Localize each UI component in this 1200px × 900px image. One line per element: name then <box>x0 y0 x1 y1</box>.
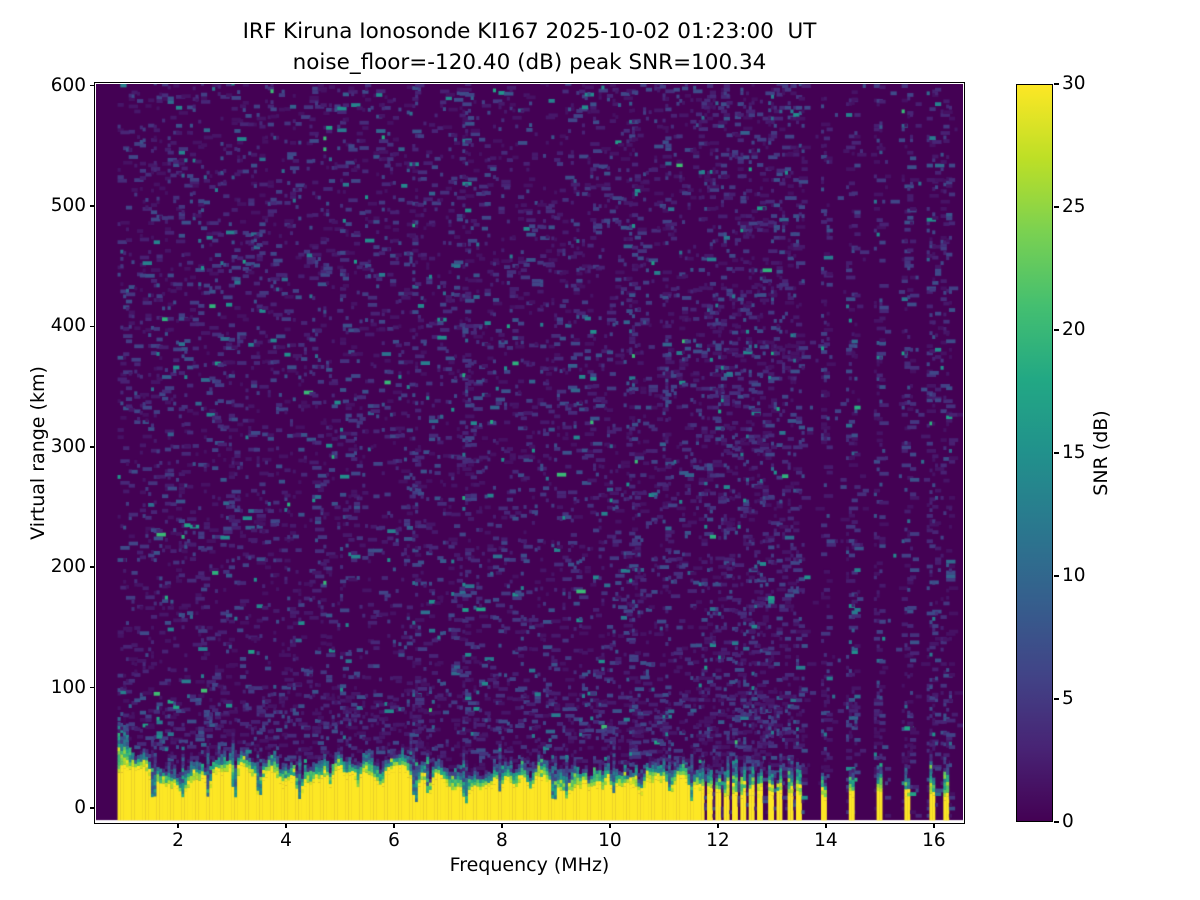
x-tick-mark <box>393 823 395 828</box>
x-tick-label: 2 <box>172 830 184 851</box>
x-tick-label: 16 <box>922 830 946 851</box>
colorbar-tick-mark <box>1054 698 1059 700</box>
colorbar-tick-mark <box>1054 452 1059 454</box>
y-tick-label: 0 <box>74 797 86 819</box>
colorbar-tick-label: 20 <box>1062 319 1086 340</box>
y-tick-mark <box>90 807 95 809</box>
x-tick-mark <box>177 823 179 828</box>
y-tick-label: 400 <box>50 315 86 337</box>
x-tick-label: 12 <box>706 830 730 851</box>
x-axis-label: Frequency (MHz) <box>449 854 610 876</box>
title-line-1: IRF Kiruna Ionosonde KI167 2025-10-02 01… <box>242 19 817 44</box>
x-tick-mark <box>717 823 719 828</box>
colorbar-tick-mark <box>1054 575 1059 577</box>
x-tick-mark <box>933 823 935 828</box>
x-tick-mark <box>501 823 503 828</box>
y-tick-mark <box>90 566 95 568</box>
x-tick-mark <box>285 823 287 828</box>
y-tick-label: 200 <box>50 556 86 578</box>
colorbar-tick-mark <box>1054 83 1059 85</box>
x-tick-mark <box>825 823 827 828</box>
y-tick-mark <box>90 205 95 207</box>
colorbar-tick-mark <box>1054 329 1059 331</box>
colorbar-tick-label: 10 <box>1062 565 1086 586</box>
y-tick-mark <box>90 445 95 448</box>
colorbar-tick-label: 0 <box>1062 811 1074 832</box>
y-tick-mark <box>90 325 95 328</box>
y-tick-label: 300 <box>50 435 86 457</box>
y-tick-label: 500 <box>50 194 86 216</box>
colorbar-tick-mark <box>1054 821 1059 823</box>
figure-title: IRF Kiruna Ionosonde KI167 2025-10-02 01… <box>96 16 963 78</box>
title-line-2: noise_floor=-120.40 (dB) peak SNR=100.34 <box>292 50 767 75</box>
x-tick-label: 14 <box>814 830 838 851</box>
colorbar-tick-label: 25 <box>1062 196 1086 217</box>
colorbar-tick-label: 15 <box>1062 442 1086 463</box>
x-tick-label: 10 <box>598 830 622 851</box>
colorbar-gradient <box>1016 84 1053 822</box>
y-tick-label: 600 <box>50 74 86 96</box>
colorbar-tick-label: 30 <box>1062 73 1086 94</box>
y-tick-label: 100 <box>50 676 86 698</box>
y-tick-mark <box>90 84 95 87</box>
y-tick-mark <box>90 686 95 689</box>
x-tick-label: 4 <box>280 830 292 851</box>
x-tick-label: 6 <box>388 830 400 851</box>
colorbar-tick-label: 5 <box>1062 688 1074 709</box>
x-tick-mark <box>609 823 611 828</box>
colorbar-tick-mark <box>1054 206 1059 208</box>
ionogram-heatmap-canvas <box>96 84 963 822</box>
x-tick-label: 8 <box>496 830 508 851</box>
